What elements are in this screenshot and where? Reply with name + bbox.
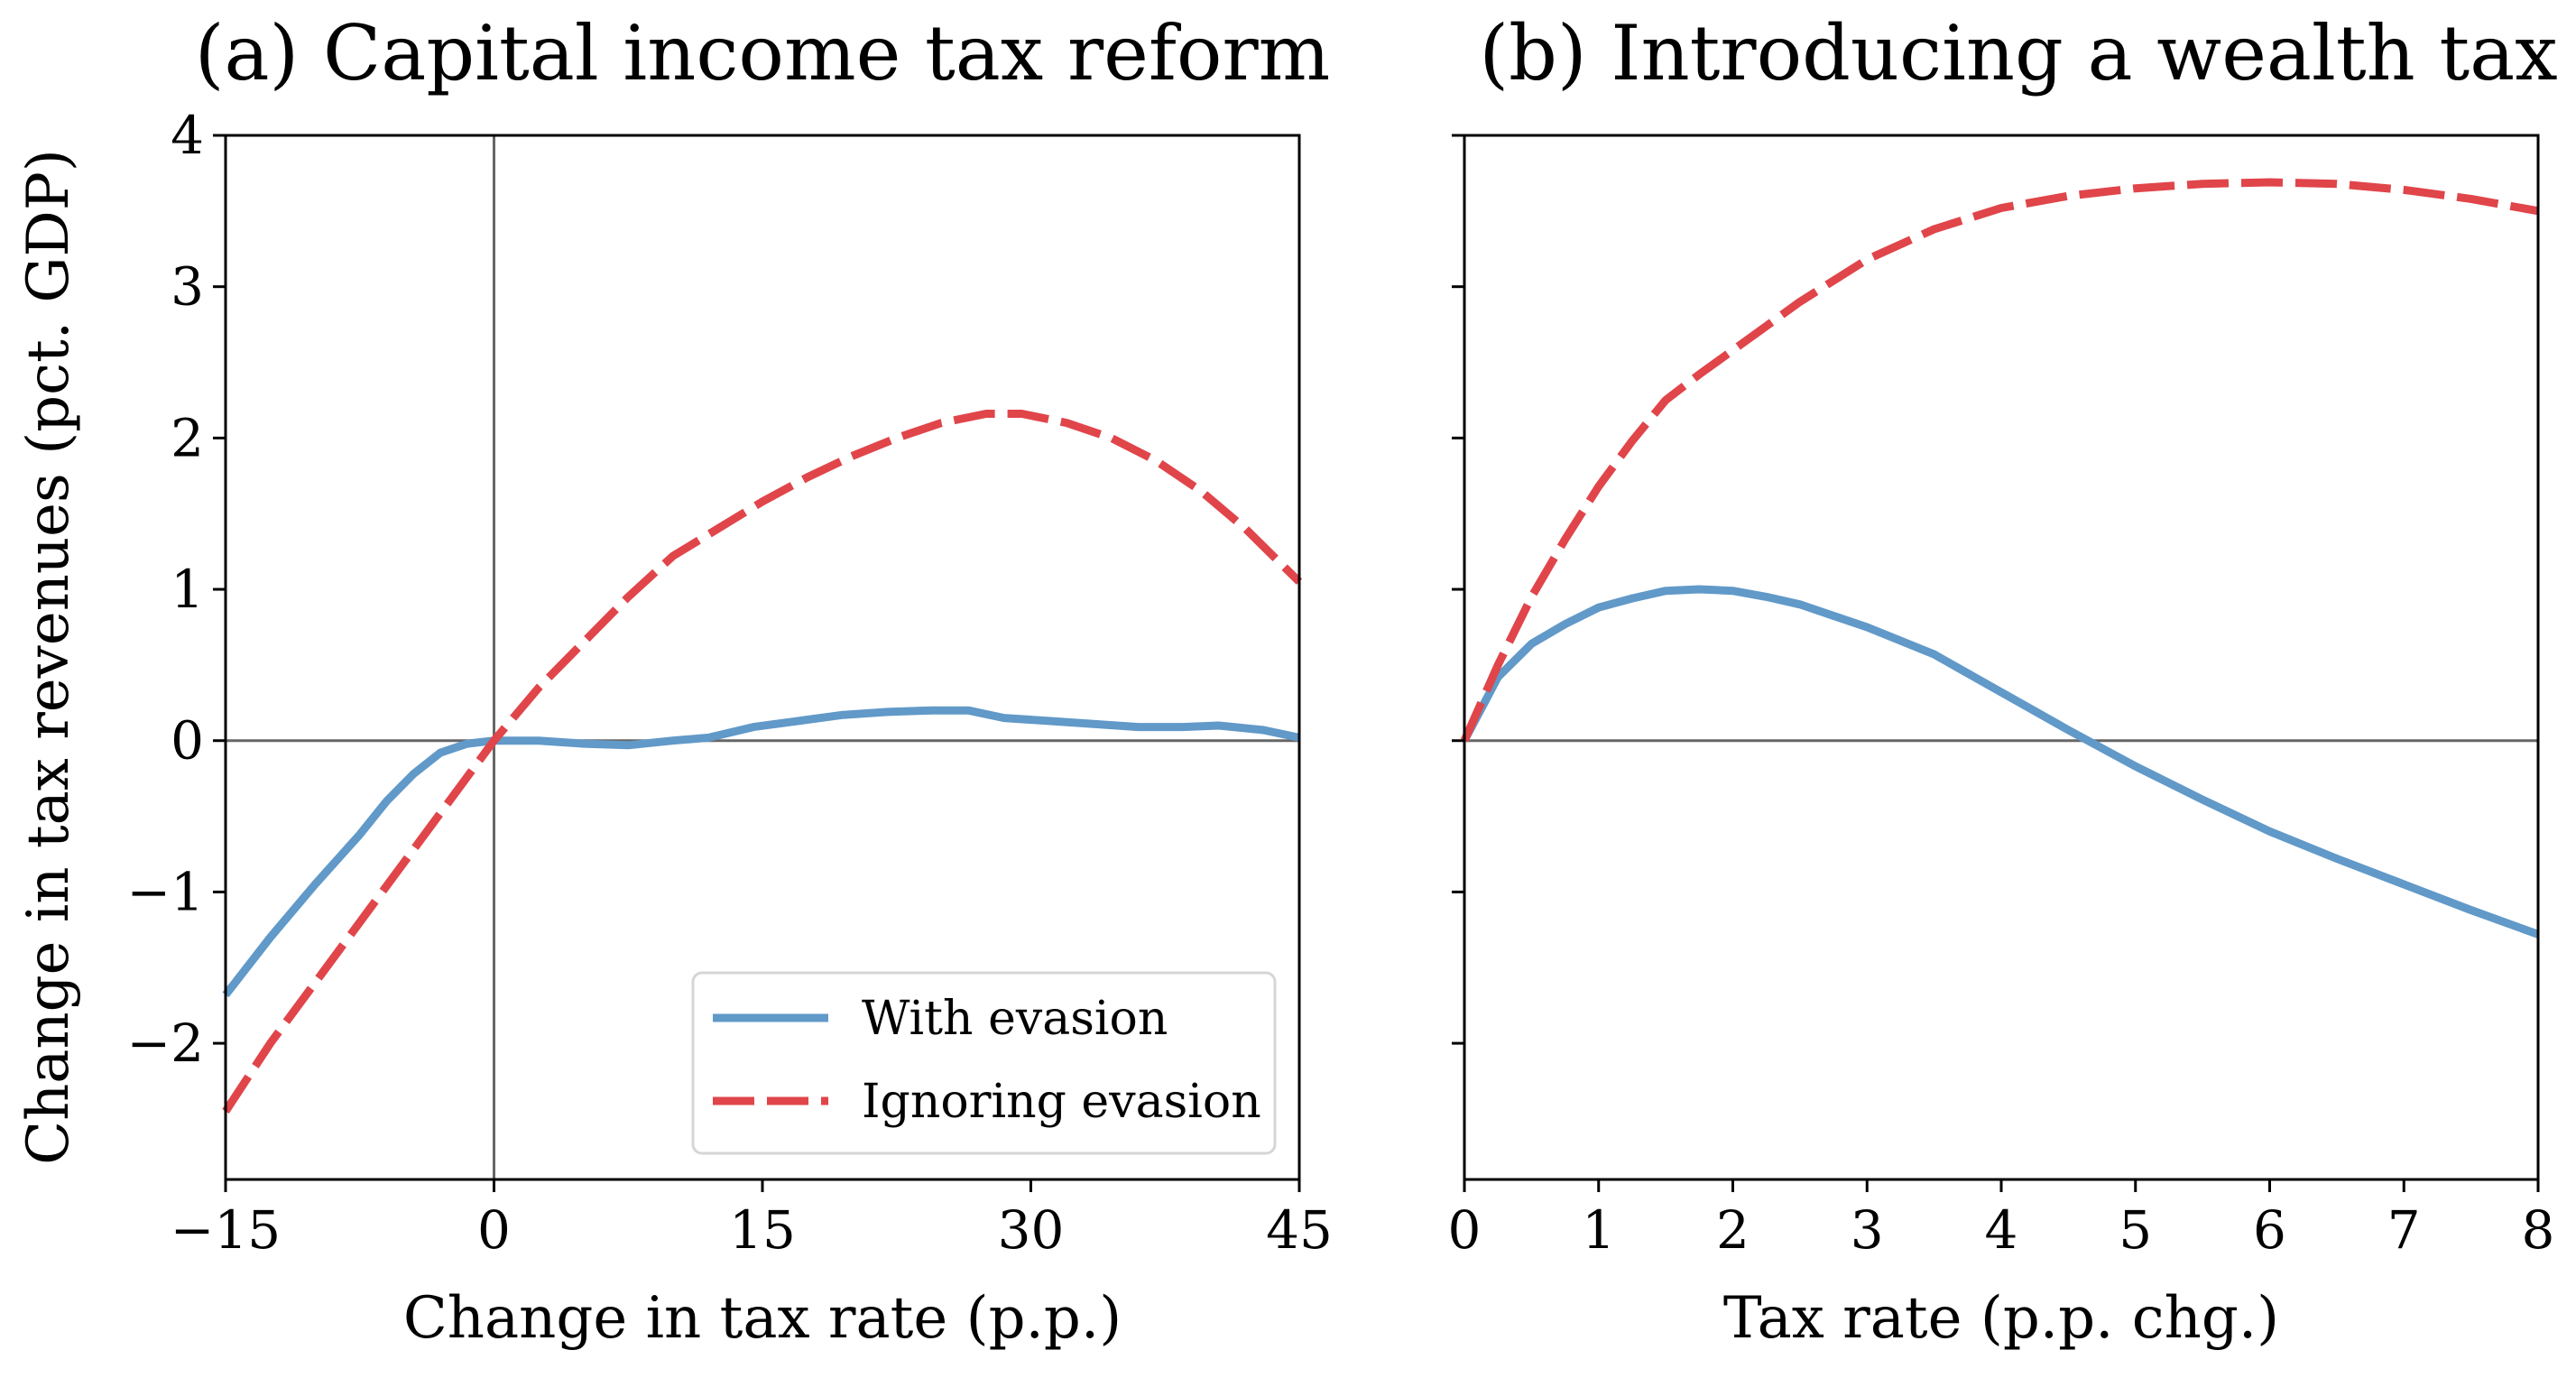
x-tick-label: 2 [1716, 1199, 1750, 1261]
panel-b-y-ticks [1452, 134, 1464, 1045]
panel-b-series-with-evasion-line [1461, 585, 2540, 939]
panel-a-y-label: Change in tax revenues (pct. GDP) [15, 149, 82, 1165]
panel-a-y-ticks: −2 −1 0 1 2 3 4 [127, 105, 226, 1074]
legend-label-ignoring-evasion: Ignoring evasion [862, 1075, 1261, 1129]
x-tick-label: 45 [1266, 1199, 1333, 1261]
panel-a-series [222, 410, 1303, 1114]
panel-b-series [1460, 178, 2540, 939]
panel-a-x-ticks: −15 0 15 30 45 [171, 1179, 1333, 1261]
x-tick-label: −15 [171, 1199, 281, 1261]
x-tick-label: 3 [1851, 1199, 1884, 1261]
x-tick-label: 4 [1985, 1199, 2018, 1261]
x-tick-label: 7 [2387, 1199, 2421, 1261]
y-tick-label: 3 [171, 256, 204, 318]
x-tick-label: 8 [2522, 1199, 2555, 1261]
panel-a-x-label: Change in tax rate (p.p.) [403, 1285, 1122, 1352]
panel-a: (a) Capital income tax reform −15 0 15 30 45… [15, 9, 1333, 1352]
y-tick-label: 1 [171, 559, 204, 620]
x-tick-label: 15 [729, 1199, 796, 1261]
x-tick-label: 30 [998, 1199, 1065, 1261]
panel-b-x-ticks: 0 1 2 3 4 5 6 7 8 [1448, 1179, 2555, 1261]
panel-a-reference-lines [226, 135, 1299, 1179]
legend-box [691, 971, 1277, 1155]
x-tick-label: 1 [1582, 1199, 1615, 1261]
x-tick-label: 5 [2119, 1199, 2152, 1261]
panel-b-frame [1463, 134, 2540, 1181]
panel-a-title: (a) Capital income tax reform [195, 9, 1331, 97]
y-tick-label: 0 [171, 710, 204, 772]
panel-a-series-ignoring-evasion-line [222, 410, 1303, 1114]
panel-b: (b) Introducing a wealth tax 0 1 2 3 4 5 6 7 8 T… [1448, 9, 2558, 1352]
panel-b-series-ignoring-evasion-line [1460, 178, 2539, 743]
y-tick-label: 4 [171, 105, 204, 166]
panel-a-series-with-evasion-line [222, 706, 1300, 998]
x-tick-label: 0 [1448, 1199, 1482, 1261]
y-tick-label: 2 [171, 407, 204, 468]
legend-label-with-evasion: With evasion [862, 992, 1168, 1046]
legend: With evasion Ignoring evasion [691, 971, 1277, 1155]
y-tick-label: −2 [127, 1013, 205, 1074]
panel-b-x-label: Tax rate (p.p. chg.) [1723, 1285, 2279, 1352]
x-tick-label: 0 [477, 1199, 511, 1261]
panel-b-title: (b) Introducing a wealth tax [1479, 9, 2557, 97]
y-tick-label: −1 [127, 861, 205, 922]
x-tick-label: 6 [2253, 1199, 2286, 1261]
